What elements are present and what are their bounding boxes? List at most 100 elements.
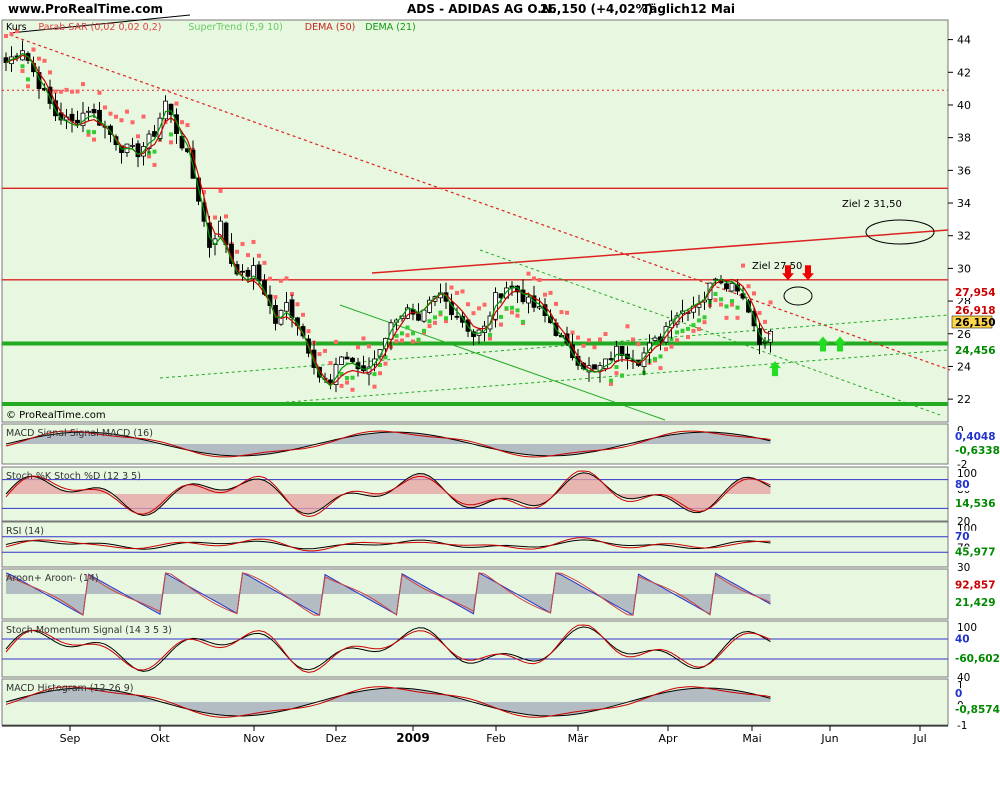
supertrend-dot xyxy=(499,314,503,319)
candle-body xyxy=(91,109,97,114)
indicator-signal-line xyxy=(5,537,771,552)
candle-body xyxy=(328,379,333,384)
sar-dot xyxy=(147,154,151,159)
candle-body xyxy=(245,269,251,277)
candle-body xyxy=(652,337,658,341)
sar-dot xyxy=(48,70,52,75)
sar-dot xyxy=(394,339,399,344)
indicator-value-label-bg xyxy=(952,478,994,491)
indicator-value-label-bg xyxy=(952,530,994,543)
sar-dot xyxy=(581,343,586,348)
sar-dot xyxy=(180,120,184,125)
sar-dot xyxy=(625,324,630,329)
indicator-tick-label: 30 xyxy=(957,562,970,574)
supertrend-dot xyxy=(92,130,96,135)
indicator-panel-bg xyxy=(1,620,949,678)
sar-dot xyxy=(328,361,333,366)
sar-dot xyxy=(26,84,30,89)
sar-dot xyxy=(257,253,261,258)
sar-dot xyxy=(224,214,228,219)
indicator-value-label-bg xyxy=(952,579,994,592)
sar-dot xyxy=(114,114,118,119)
sar-dot xyxy=(532,276,536,281)
sar-dot xyxy=(768,300,773,305)
up-arrow-icon xyxy=(834,336,846,352)
price-legend: Kurs Parab SAR (0,02 0,02 0,2) SuperTrend … xyxy=(6,22,416,33)
sar-dot xyxy=(262,260,267,265)
up-arrow-icon xyxy=(769,361,781,377)
sar-dot xyxy=(213,215,217,220)
legend-entry: Parab SAR (0,02 0,02 0,2) xyxy=(38,22,161,33)
sar-dot xyxy=(411,339,415,344)
indicator-panel-stoch: Stoch %K Stoch %D (12 3 5)1008050208014,… xyxy=(1,466,996,528)
supertrend-dot xyxy=(504,306,509,311)
indicator-tick-label: 20 xyxy=(957,516,970,528)
sar-dot xyxy=(367,344,371,349)
candle-body xyxy=(86,110,91,113)
candle-body xyxy=(75,119,80,124)
x-tick-label: Feb xyxy=(486,732,505,745)
supertrend-dot xyxy=(730,299,734,304)
candle-body xyxy=(421,309,427,322)
indicator-signal-line xyxy=(5,624,771,673)
candle-body xyxy=(729,282,735,292)
supertrend-dot xyxy=(427,319,432,324)
sar-dot xyxy=(488,336,492,341)
sar-dot xyxy=(686,335,690,340)
sar-dot xyxy=(20,68,25,73)
candle-body xyxy=(592,364,597,370)
candle-body xyxy=(498,293,504,299)
supertrend-dot xyxy=(713,291,718,296)
indicator-panel-macd: MACD Signal Signal MACD (16)0-20,4048-0,… xyxy=(1,423,1000,471)
indicator-value-label: -0,6338 xyxy=(955,445,1000,457)
candle-body xyxy=(768,330,773,343)
sar-dot xyxy=(515,313,520,318)
sar-dot xyxy=(334,339,338,344)
candle-body xyxy=(482,325,487,333)
x-tick-label: Apr xyxy=(658,732,678,745)
sar-dot xyxy=(592,345,597,350)
indicator-value-label: 45,977 xyxy=(955,547,996,559)
supertrend-dot xyxy=(438,310,443,315)
sar-dot xyxy=(636,342,641,347)
supertrend-dot xyxy=(515,308,520,313)
site-title[interactable]: www.ProRealTime.com xyxy=(8,2,163,16)
price-value-label: 24,456 xyxy=(955,345,996,357)
sar-dot xyxy=(455,290,459,295)
sar-dot xyxy=(361,336,366,341)
supertrend-dot xyxy=(669,337,674,342)
price-tick-label: 26 xyxy=(957,328,971,341)
candle-body xyxy=(603,358,608,369)
legend-entry: Kurs xyxy=(6,22,27,33)
sar-dot xyxy=(477,306,481,311)
indicator-fill-area xyxy=(6,572,771,616)
price-levels xyxy=(2,89,948,407)
sar-dot xyxy=(339,383,344,388)
candle-body xyxy=(515,285,520,293)
sar-dot xyxy=(141,114,146,119)
instrument-title: ADS - ADIDAS AG O.N. xyxy=(407,2,556,16)
supertrend-dot xyxy=(86,129,91,134)
indicator-panel-aroon: Aroon+ Aroon- (14) 92,857 21,429 xyxy=(1,568,996,620)
sar-dot xyxy=(92,137,96,142)
supertrend-dot xyxy=(152,149,157,154)
up-arrow-icon xyxy=(817,336,829,352)
trendline-dotted-green-lower xyxy=(249,349,949,406)
supertrend-dot xyxy=(680,328,685,333)
sar-dot xyxy=(405,333,410,338)
supertrend-dot xyxy=(488,332,492,337)
candle-body xyxy=(416,313,421,321)
date-label: 12 Mai xyxy=(690,2,735,16)
sar-dot xyxy=(251,239,256,244)
supertrend-dot xyxy=(686,326,690,331)
indicator-value-label: 21,429 xyxy=(955,597,996,609)
candle-body xyxy=(185,148,190,153)
supertrend-dot xyxy=(614,365,619,370)
candle-body xyxy=(256,264,262,282)
sar-dot xyxy=(15,29,19,34)
price-annotations: Ziel 2 31,50 Ziel 27,50 © ProRealTime.com xyxy=(6,199,935,421)
price-tick-label: 30 xyxy=(957,262,971,275)
